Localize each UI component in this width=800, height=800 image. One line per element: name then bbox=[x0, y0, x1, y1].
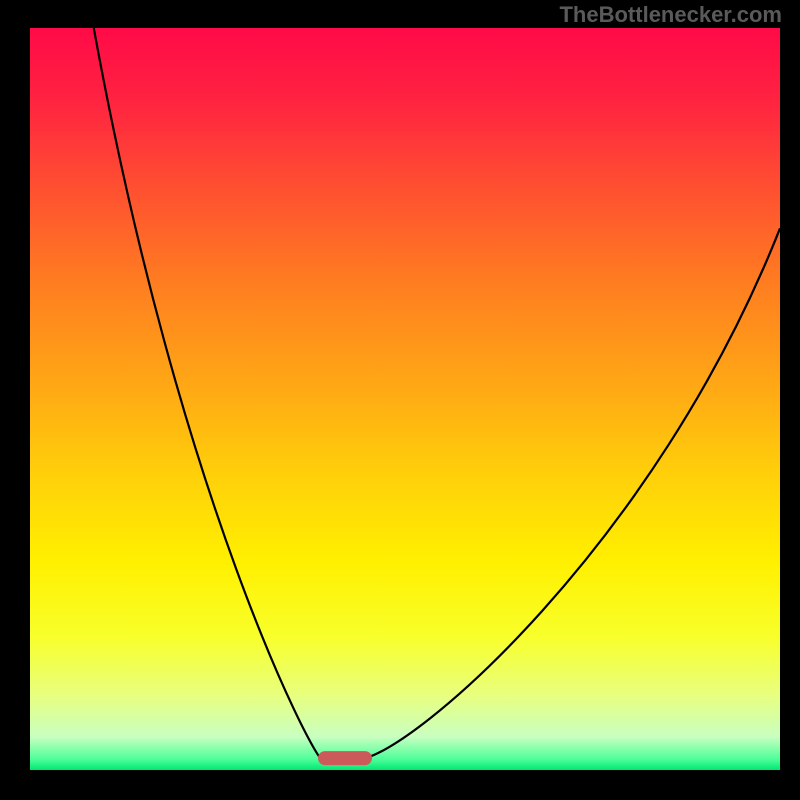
optimal-marker bbox=[318, 751, 372, 765]
plot-area bbox=[30, 28, 780, 770]
chart-svg bbox=[0, 0, 800, 800]
chart-container: TheBottlenecker.com bbox=[0, 0, 800, 800]
watermark-text: TheBottlenecker.com bbox=[559, 2, 782, 28]
